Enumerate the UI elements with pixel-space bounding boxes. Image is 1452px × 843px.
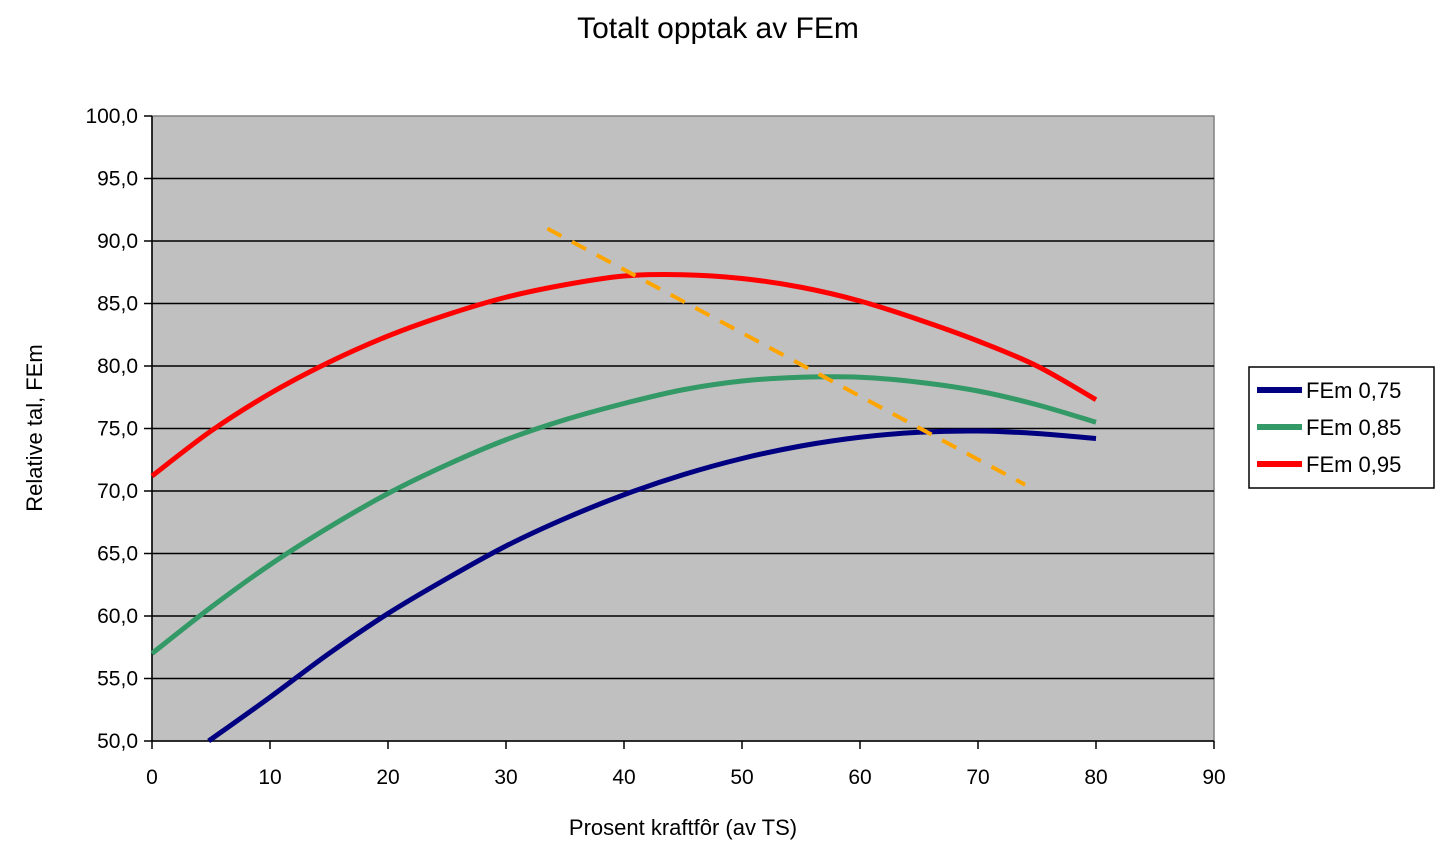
y-tick-label: 100,0 (85, 105, 138, 128)
annotation-group (546, 226, 1027, 487)
legend-label-2: FEm 0,85 (1306, 415, 1401, 440)
x-tick-label: 90 (1202, 766, 1225, 789)
legend-label-1: FEm 0,75 (1306, 378, 1401, 403)
series-group (150, 272, 1098, 744)
y-tick-label: 95,0 (97, 168, 138, 191)
y-tick-label: 50,0 (97, 730, 138, 753)
y-tick-label: 80,0 (97, 355, 138, 378)
y-tick-label: 60,0 (97, 605, 138, 628)
y-axis: 50,0 55,0 60,0 65,0 70,0 75,0 80,0 85,0 90,0 95,0… (85, 105, 153, 753)
y-axis-title: Relative tal, FEm (22, 344, 47, 512)
x-tick-label: 70 (966, 766, 989, 789)
y-tick-label: 65,0 (97, 543, 138, 566)
x-tick-label: 0 (146, 766, 158, 789)
x-tick-label: 50 (730, 766, 753, 789)
series-line-3 (150, 272, 1098, 478)
y-tick-label: 85,0 (97, 293, 138, 316)
x-tick-label: 40 (612, 766, 635, 789)
y-tick-label: 90,0 (97, 230, 138, 253)
x-tick-label: 10 (258, 766, 281, 789)
y-tick-label: 55,0 (97, 668, 138, 691)
series-line-1 (207, 428, 1097, 744)
dashed-trend-line (546, 226, 1027, 487)
x-axis: 0 10 20 30 40 50 60 70 80 90 (146, 740, 1226, 789)
y-tick-label: 75,0 (97, 418, 138, 441)
chart-title: Totalt opptak av FEm (577, 12, 859, 45)
legend-label-3: FEm 0,95 (1306, 452, 1401, 477)
series-line-2 (150, 374, 1097, 656)
legend: FEm 0,75 FEm 0,85 FEm 0,95 (1248, 366, 1435, 489)
legend-items: FEm 0,75 FEm 0,85 FEm 0,95 (1257, 378, 1401, 477)
y-tick-label: 70,0 (97, 480, 138, 503)
x-tick-label: 30 (494, 766, 517, 789)
x-axis-title: Prosent kraftfôr (av TS) (569, 815, 797, 840)
x-tick-label: 60 (848, 766, 871, 789)
x-tick-label: 80 (1084, 766, 1107, 789)
x-tick-label: 20 (376, 766, 399, 789)
